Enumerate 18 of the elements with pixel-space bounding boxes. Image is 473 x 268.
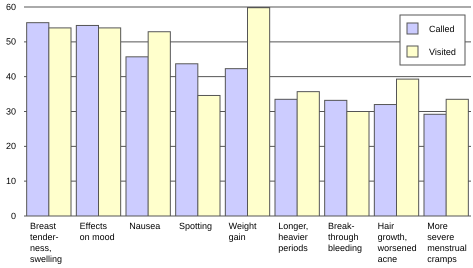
y-tick-label: 0 [10,210,16,221]
legend-label: Called [429,24,455,34]
x-tick-label: Break- through bleeding [328,221,362,253]
x-tick-label: Nausea [129,221,160,231]
x-tick-label: Hair growth, worsened acne [376,221,417,264]
y-tick-label: 40 [6,72,16,82]
x-tick-label: More severe menstrual cramps [427,221,467,264]
x-tick-label: Effects on mood [80,221,115,242]
x-tick-label: Longer, heavier periods [278,221,308,253]
y-tick-label: 60 [6,2,16,12]
y-tick-label: 20 [6,141,16,152]
legend-label: Visited [429,47,456,57]
y-tick-label: 10 [6,176,16,186]
x-tick-label: Weight gain [228,221,257,242]
y-tick-label: 30 [6,106,16,116]
y-tick-label: 50 [6,36,16,47]
x-tick-label: Spotting [178,221,212,231]
x-tick-label: Breast tender- ness, swelling [30,221,62,264]
